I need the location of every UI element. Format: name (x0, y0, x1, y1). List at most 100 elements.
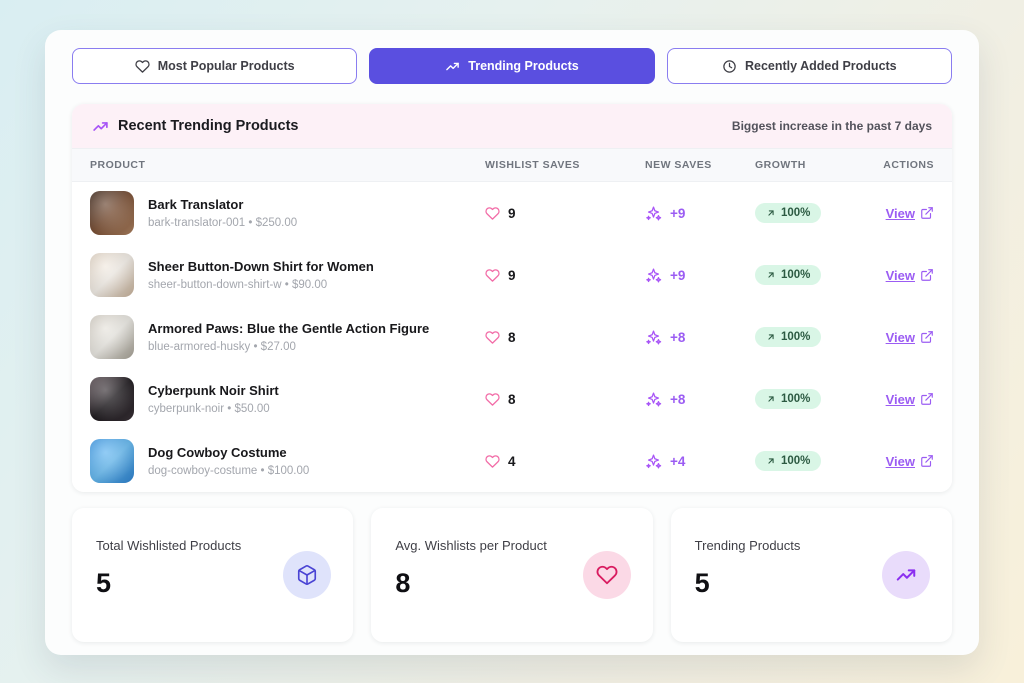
product-meta: blue-armored-husky • $27.00 (148, 340, 296, 353)
growth-value: 100% (781, 331, 811, 343)
growth-cell: 100% (755, 265, 874, 285)
stat-icon-circle (582, 551, 631, 599)
product-thumbnail (90, 315, 134, 359)
stat-value: 5 (694, 568, 710, 598)
growth-badge: 100% (755, 389, 822, 409)
trending-products-card: Recent Trending Products Biggest increas… (72, 104, 952, 492)
tab-label: Recently Added Products (744, 59, 897, 73)
wishlist-saves-cell: 9 (485, 268, 645, 283)
column-header-wishlist-saves: WISHLIST SAVES (485, 159, 580, 171)
wishlist-saves-cell: 8 (485, 330, 645, 345)
product-meta: bark-translator-001 • $250.00 (148, 216, 298, 229)
wishlist-saves-cell: 9 (485, 206, 645, 221)
external-link-icon (920, 268, 934, 282)
new-saves-value: +4 (670, 453, 686, 469)
product-text: Bark Translator bark-translator-001 • $2… (148, 197, 297, 228)
view-link-label: View (885, 329, 915, 345)
view-link-label: View (885, 453, 915, 469)
tab-button[interactable]: Most Popular Products (72, 48, 358, 84)
product-name: Dog Cowboy Costume (148, 445, 287, 461)
product-cell: Sheer Button-Down Shirt for Women sheer-… (90, 253, 485, 297)
heart-icon (485, 330, 500, 345)
tab-label: Most Popular Products (157, 59, 295, 73)
product-text: Sheer Button-Down Shirt for Women sheer-… (148, 259, 374, 290)
actions-cell: View (874, 206, 934, 221)
stat-label: Total Wishlisted Products (96, 538, 242, 553)
section-header: Recent Trending Products Biggest increas… (72, 104, 952, 148)
wishlist-saves-cell: 4 (485, 454, 645, 469)
growth-badge: 100% (755, 327, 822, 347)
column-header-new-saves: NEW SAVES (645, 159, 712, 171)
section-title: Recent Trending Products (118, 118, 299, 134)
heart-icon (485, 268, 500, 283)
stat-icon-circle (283, 551, 332, 599)
tab-bar: Most Popular Products Trending Products … (72, 48, 952, 84)
heart-icon (485, 206, 500, 221)
stat-value: 8 (395, 568, 411, 598)
trending-up-icon (445, 59, 460, 74)
heart-icon (596, 564, 618, 586)
growth-value: 100% (781, 455, 811, 467)
stat-card: Avg. Wishlists per Product 8 (371, 508, 653, 642)
product-thumbnail (90, 439, 134, 483)
stats-row: Total Wishlisted Products 5 Avg. Wishlis… (72, 508, 952, 642)
heart-icon (485, 392, 500, 407)
arrow-up-right-icon (766, 332, 776, 342)
wishlist-saves-value: 9 (508, 205, 516, 221)
stat-label: Trending Products (694, 538, 801, 553)
table-row: Bark Translator bark-translator-001 • $2… (72, 182, 952, 244)
growth-value: 100% (781, 207, 811, 219)
view-link[interactable]: View (886, 454, 934, 469)
product-thumbnail (90, 191, 134, 235)
view-link[interactable]: View (886, 206, 934, 221)
view-link[interactable]: View (886, 268, 934, 283)
product-cell: Bark Translator bark-translator-001 • $2… (90, 191, 485, 235)
sparkles-icon (645, 391, 662, 408)
product-meta: sheer-button-down-shirt-w • $90.00 (148, 278, 328, 291)
wishlist-saves-cell: 8 (485, 392, 645, 407)
stat-value: 5 (96, 568, 112, 598)
view-link[interactable]: View (886, 392, 934, 407)
view-link[interactable]: View (886, 330, 934, 345)
trending-up-icon (895, 564, 917, 586)
growth-cell: 100% (755, 327, 874, 347)
sparkles-icon (645, 205, 662, 222)
new-saves-value: +8 (670, 329, 686, 345)
sparkles-icon (645, 329, 662, 346)
actions-cell: View (874, 392, 934, 407)
arrow-up-right-icon (766, 456, 776, 466)
view-link-label: View (885, 391, 915, 407)
product-cell: Dog Cowboy Costume dog-cowboy-costume • … (90, 439, 485, 483)
wishlist-saves-value: 8 (508, 329, 516, 345)
dashboard-panel: Most Popular Products Trending Products … (45, 30, 979, 655)
new-saves-cell: +8 (645, 329, 755, 346)
table-header-row: PRODUCT WISHLIST SAVES NEW SAVES GROWTH … (72, 148, 952, 182)
product-text: Armored Paws: Blue the Gentle Action Fig… (148, 321, 429, 352)
new-saves-value: +9 (670, 205, 686, 221)
growth-badge: 100% (755, 203, 822, 223)
product-meta: cyberpunk-noir • $50.00 (148, 402, 270, 415)
table-row: Cyberpunk Noir Shirt cyberpunk-noir • $5… (72, 368, 952, 430)
stat-label: Avg. Wishlists per Product (395, 538, 547, 553)
growth-value: 100% (781, 269, 811, 281)
table-row: Armored Paws: Blue the Gentle Action Fig… (72, 306, 952, 368)
package-icon (296, 564, 318, 586)
product-name: Sheer Button-Down Shirt for Women (148, 259, 374, 275)
tab-button[interactable]: Trending Products (369, 48, 655, 84)
product-name: Armored Paws: Blue the Gentle Action Fig… (148, 321, 430, 337)
tab-button[interactable]: Recently Added Products (666, 48, 952, 84)
product-text: Cyberpunk Noir Shirt cyberpunk-noir • $5… (148, 383, 279, 414)
product-cell: Armored Paws: Blue the Gentle Action Fig… (90, 315, 485, 359)
actions-cell: View (874, 454, 934, 469)
external-link-icon (920, 392, 934, 406)
growth-badge: 100% (755, 451, 822, 471)
arrow-up-right-icon (766, 270, 776, 280)
heart-icon (485, 454, 500, 469)
external-link-icon (920, 206, 934, 220)
sparkles-icon (645, 453, 662, 470)
product-text: Dog Cowboy Costume dog-cowboy-costume • … (148, 445, 309, 476)
section-note: Biggest increase in the past 7 days (731, 119, 932, 133)
arrow-up-right-icon (766, 394, 776, 404)
growth-cell: 100% (755, 451, 874, 471)
product-thumbnail (90, 253, 134, 297)
